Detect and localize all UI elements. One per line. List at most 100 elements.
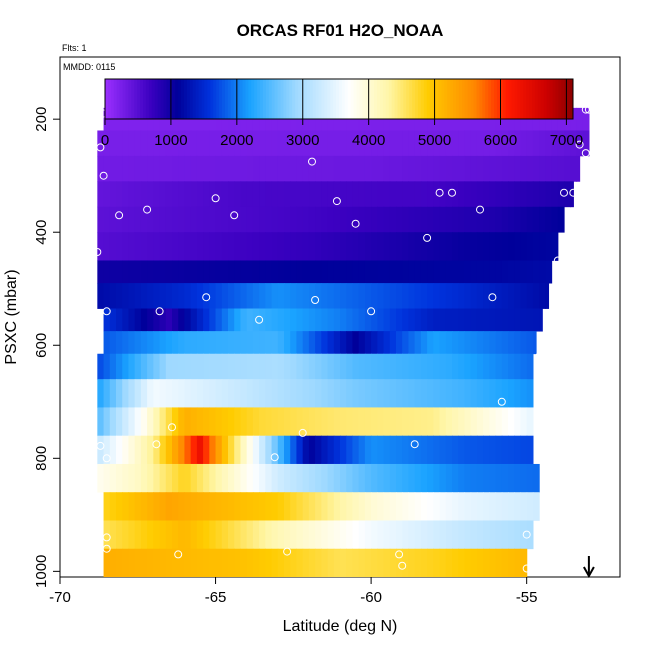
heatmap-cell <box>284 548 291 577</box>
colorbar-tick-label: 1000 <box>154 132 187 149</box>
heatmap-cell <box>190 181 198 208</box>
heatmap-cell <box>315 206 322 233</box>
heatmap-cell <box>134 308 142 332</box>
heatmap-cell <box>358 520 366 550</box>
x-tick-label: -70 <box>49 589 71 606</box>
heatmap-cell <box>340 407 347 437</box>
heatmap-cell <box>384 577 391 603</box>
heatmap-cell <box>277 520 285 550</box>
heatmap-cell <box>508 520 515 550</box>
heatmap-cell <box>333 181 341 208</box>
heatmap-cell <box>134 260 142 284</box>
heatmap-cell <box>427 520 434 550</box>
sample-point <box>311 296 320 304</box>
colorbar-segment <box>160 79 164 119</box>
heatmap-cell <box>128 232 136 261</box>
heatmap-cell <box>277 548 285 577</box>
heatmap-cell <box>408 308 416 332</box>
heatmap-cell <box>476 232 484 261</box>
heatmap-cell <box>452 130 459 157</box>
colorbar-segment <box>537 79 542 119</box>
heatmap-cell <box>97 130 105 157</box>
heatmap-cell <box>290 353 298 380</box>
heatmap-cell <box>514 520 522 550</box>
heatmap-cell <box>352 206 360 233</box>
heatmap-cell <box>277 260 285 284</box>
heatmap-cell <box>296 463 304 493</box>
heatmap-cell <box>302 181 310 208</box>
heatmap-cell <box>383 181 391 208</box>
heatmap-cell <box>408 130 416 157</box>
colorbar-segment <box>499 79 504 119</box>
heatmap-cell <box>445 548 453 577</box>
heatmap-cell <box>501 520 509 550</box>
heatmap-cell <box>526 435 534 465</box>
heatmap-cell <box>184 353 192 380</box>
heatmap-cell <box>408 407 416 437</box>
heatmap-cell <box>364 130 372 157</box>
heatmap-cell <box>165 155 173 182</box>
heatmap-cell <box>514 407 522 437</box>
heatmap-cell <box>501 155 509 182</box>
sample-point <box>152 440 161 449</box>
heatmap-cell <box>116 260 123 284</box>
colorbar-segment <box>453 79 457 119</box>
heatmap-cell <box>483 548 490 577</box>
heatmap-cell <box>489 181 497 208</box>
colorbar-segment <box>204 79 208 119</box>
heatmap-cell <box>452 520 459 550</box>
heatmap-cell <box>203 548 210 577</box>
heatmap-cell <box>377 548 385 577</box>
heatmap-cell <box>308 181 316 208</box>
heatmap-cell <box>302 206 310 233</box>
heatmap-cell <box>458 155 466 182</box>
heatmap-cell <box>358 492 366 521</box>
heatmap-cell <box>446 577 453 603</box>
heatmap-cell <box>184 520 192 550</box>
heatmap-cell <box>458 577 465 603</box>
heatmap-cell <box>203 407 210 437</box>
heatmap-cell <box>483 260 490 284</box>
heatmap-cell <box>109 435 117 465</box>
heatmap-cell <box>240 407 248 437</box>
colorbar-segment <box>549 79 554 119</box>
heatmap-cell <box>159 232 167 261</box>
heatmap-cell <box>501 548 509 577</box>
colorbar-segment <box>213 79 217 119</box>
heatmap-cell <box>476 260 484 284</box>
heatmap-cell <box>327 206 335 233</box>
heatmap-cell <box>190 463 198 493</box>
heatmap-cell <box>414 232 422 261</box>
heatmap-cell <box>470 232 478 261</box>
heatmap-cell <box>308 130 316 157</box>
colorbar-segment <box>385 79 390 119</box>
sample-point <box>96 441 105 450</box>
colorbar-segment <box>315 79 320 119</box>
heatmap-cell <box>526 206 534 233</box>
heatmap-cell <box>147 379 154 408</box>
heatmap-cell <box>520 353 528 380</box>
heatmap-cell <box>228 260 235 284</box>
heatmap-cell <box>420 407 428 437</box>
heatmap-cell <box>445 353 453 380</box>
heatmap-cell <box>203 206 210 233</box>
heatmap-cell <box>564 130 571 157</box>
heatmap-cell <box>452 232 459 261</box>
heatmap-cell <box>265 379 273 408</box>
colorbar-segment <box>458 79 463 119</box>
heatmap-cell <box>178 435 186 465</box>
heatmap-cell <box>371 155 378 182</box>
heatmap-cell <box>284 407 291 437</box>
heatmap-cell <box>134 155 142 182</box>
heatmap-cell <box>240 463 248 493</box>
colorbar-segment <box>368 79 372 119</box>
heatmap-cell <box>196 232 204 261</box>
heatmap-cell <box>377 492 385 521</box>
heatmap-cell <box>178 308 186 332</box>
sample-point <box>211 194 220 203</box>
heatmap-cell <box>427 379 434 408</box>
heatmap-cell <box>252 181 260 208</box>
heatmap-cell <box>371 463 378 493</box>
heatmap-cell <box>228 308 235 332</box>
heatmap-cell <box>296 577 303 603</box>
